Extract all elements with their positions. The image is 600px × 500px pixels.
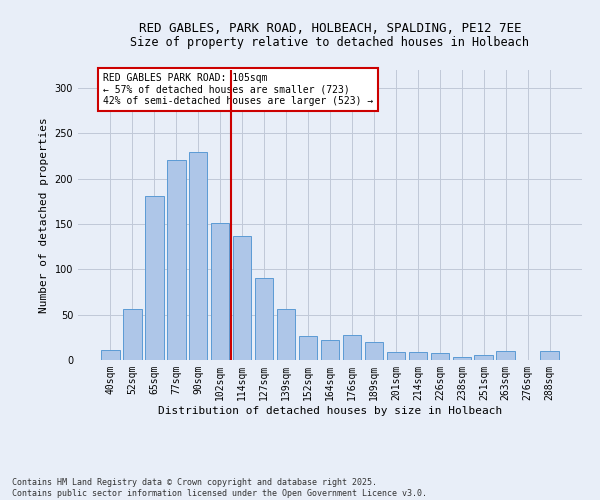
X-axis label: Distribution of detached houses by size in Holbeach: Distribution of detached houses by size …: [158, 406, 502, 415]
Bar: [255, 278, 274, 360]
Bar: [277, 309, 295, 360]
Bar: [496, 351, 515, 360]
Bar: [189, 152, 208, 360]
Text: Contains HM Land Registry data © Crown copyright and database right 2025.
Contai: Contains HM Land Registry data © Crown c…: [12, 478, 427, 498]
Text: RED GABLES PARK ROAD: 105sqm
← 57% of detached houses are smaller (723)
42% of s: RED GABLES PARK ROAD: 105sqm ← 57% of de…: [103, 73, 373, 106]
Bar: [365, 342, 383, 360]
Bar: [211, 223, 229, 360]
Bar: [145, 196, 164, 360]
Bar: [167, 160, 185, 360]
Text: Size of property relative to detached houses in Holbeach: Size of property relative to detached ho…: [131, 36, 530, 49]
Bar: [101, 350, 119, 360]
Bar: [320, 340, 340, 360]
Bar: [431, 353, 449, 360]
Bar: [452, 358, 471, 360]
Bar: [475, 356, 493, 360]
Bar: [541, 351, 559, 360]
Bar: [343, 334, 361, 360]
Bar: [299, 336, 317, 360]
Text: RED GABLES, PARK ROAD, HOLBEACH, SPALDING, PE12 7EE: RED GABLES, PARK ROAD, HOLBEACH, SPALDIN…: [139, 22, 521, 36]
Bar: [386, 352, 405, 360]
Bar: [233, 236, 251, 360]
Bar: [123, 309, 142, 360]
Bar: [409, 352, 427, 360]
Y-axis label: Number of detached properties: Number of detached properties: [39, 117, 49, 313]
